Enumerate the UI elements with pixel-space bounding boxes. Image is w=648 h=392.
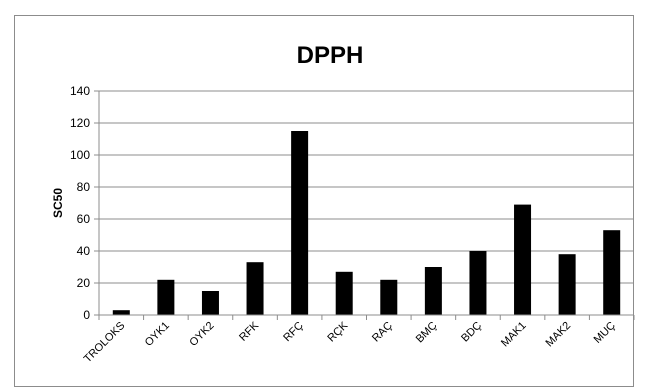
bar	[157, 279, 175, 315]
y-tick-label: 60	[77, 212, 91, 226]
bar	[201, 291, 219, 315]
axes	[94, 90, 635, 320]
x-tick-label: BMÇ	[414, 320, 440, 346]
x-tick-label: RAÇ	[370, 320, 395, 345]
x-tick-labels: TROLOKS OYK1 OYK2 RFK RFÇ RÇK RAÇ BMÇ BDÇ MAK1 MAK…	[82, 319, 618, 365]
bar	[424, 267, 442, 315]
y-tick-label: 80	[77, 180, 91, 194]
y-tick-label: 100	[70, 148, 90, 162]
y-tick-label: 20	[77, 276, 91, 290]
x-tick-label: MAK1	[499, 320, 529, 350]
x-tick-label: RÇK	[325, 319, 350, 344]
x-tick-label: RFÇ	[281, 320, 306, 345]
y-axis-label: SC50	[51, 188, 65, 218]
x-tick-label: TROLOKS	[82, 320, 128, 366]
bar	[291, 131, 309, 315]
bar	[558, 254, 576, 315]
bar	[603, 230, 621, 315]
grid-lines	[99, 90, 634, 284]
x-tick-label: RFK	[237, 319, 262, 344]
y-tick-label: 120	[70, 116, 90, 130]
x-tick-label: OYK2	[187, 320, 216, 349]
bars	[112, 131, 621, 315]
x-tick-label: BDÇ	[459, 320, 484, 345]
bar	[246, 262, 264, 315]
chart-title: DPPH	[297, 42, 364, 69]
x-tick-label: OYK1	[143, 320, 172, 349]
bar	[335, 271, 353, 315]
y-tick-labels: 0 20 40 60 80 100 120 140	[70, 84, 90, 322]
x-tick-label: MAK2	[544, 320, 574, 350]
chart-frame	[14, 15, 634, 387]
bar	[112, 310, 130, 315]
x-tick-label: MUÇ	[592, 320, 618, 346]
y-tick-label: 40	[77, 244, 91, 258]
bar	[469, 251, 487, 315]
y-tick-label: 140	[70, 84, 90, 98]
y-tick-label: 0	[83, 308, 90, 322]
bar	[514, 204, 532, 315]
bar	[380, 279, 398, 315]
